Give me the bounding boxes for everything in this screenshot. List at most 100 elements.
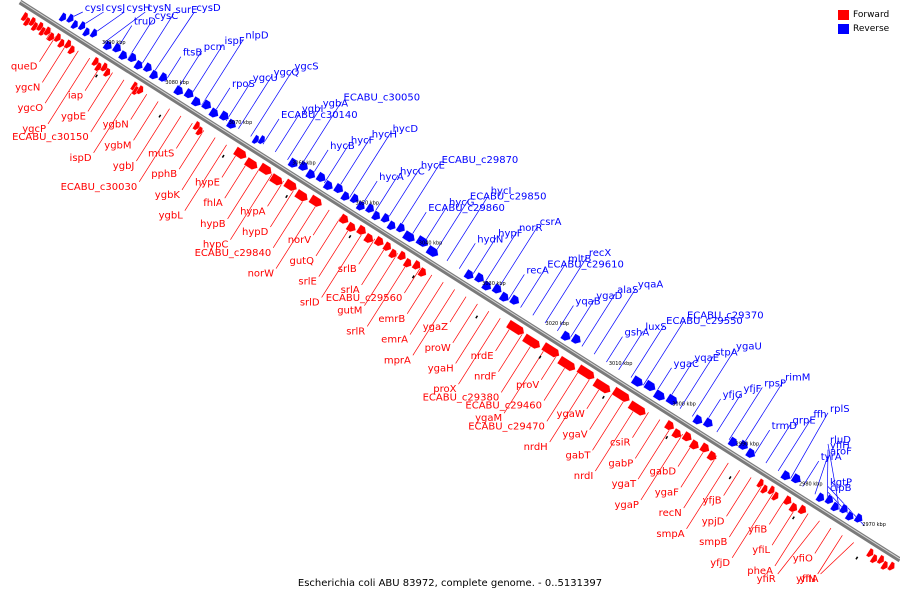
forward-gene-label: gabP (608, 458, 633, 469)
forward-gene-label: ygbE (61, 111, 86, 122)
forward-gene-arrow-47 (611, 386, 631, 403)
reverse-gene-label: cysJ (106, 3, 126, 14)
forward-gene-label: ygbN (103, 120, 129, 131)
reverse-gene-arrow-61 (829, 501, 840, 512)
reverse-gene-arrow-31 (355, 200, 366, 211)
reverse-gene-label: yqaE (694, 353, 719, 364)
reverse-gene-leader (765, 424, 791, 464)
reverse-gene-leader (581, 293, 616, 347)
forward-gene-leader (726, 477, 752, 517)
reverse-gene-label: hycB (330, 141, 355, 152)
reverse-gene-label: ECABU_c29610 (547, 260, 624, 271)
reverse-gene-arrow-28 (332, 182, 344, 194)
forward-gene-leader (361, 245, 387, 286)
reverse-gene-leader (238, 76, 272, 129)
reverse-gene-leader (679, 356, 714, 409)
forward-gene-leader (503, 347, 547, 414)
forward-gene-arrow-27 (282, 178, 298, 192)
reverse-gene-arrow-26 (315, 171, 326, 183)
reverse-gene-label: ECABU_c30140 (281, 110, 358, 121)
reverse-gene-arrow-27 (322, 179, 334, 191)
forward-gene-label: gabT (566, 450, 592, 461)
reverse-gene-arrow-7 (111, 42, 122, 53)
forward-gene-label: proV (516, 380, 539, 391)
forward-gene-label: nrdI (574, 471, 594, 482)
forward-gene-arrow-49 (663, 419, 675, 431)
forward-gene-arrow-57 (766, 485, 775, 495)
forward-gene-label: ECABU_c30150 (12, 132, 89, 143)
reverse-gene-arrow-57 (779, 469, 791, 481)
forward-gene-arrow-36 (387, 248, 398, 259)
reverse-gene-leader (716, 392, 742, 433)
forward-gene-label: ygbL (159, 211, 184, 222)
forward-gene-leader (364, 253, 398, 306)
reverse-gene-leader (630, 325, 665, 378)
forward-gene-leader (230, 173, 273, 240)
forward-gene-arrow-42 (521, 333, 541, 350)
reverse-gene-leader (274, 112, 301, 153)
forward-gene-leader (93, 86, 136, 154)
forward-gene-arrow-41 (505, 319, 525, 336)
reverse-gene-label: cysD (196, 3, 221, 14)
reverse-gene-arrow-9 (126, 52, 137, 63)
axis-tick-label: 2980 kbp (799, 482, 823, 488)
forward-gene-leader (227, 166, 262, 220)
reverse-gene-leader (826, 449, 829, 503)
reverse-gene-arrow-53 (702, 416, 714, 428)
forward-gene-arrow-12 (63, 38, 72, 49)
reverse-gene-leader (458, 243, 476, 269)
reverse-gene-arrow-38 (415, 234, 429, 248)
reverse-gene-label: hycA (379, 172, 404, 183)
forward-gene-leader (90, 79, 125, 133)
axis-tick-label: 3070 kbp (229, 120, 253, 126)
reverse-gene-leader (250, 70, 293, 137)
reverse-gene-leader (397, 163, 440, 230)
reverse-gene-label: tyrA (821, 452, 842, 463)
reverse-gene-label: ygaD (596, 291, 622, 302)
reverse-gene-leader (520, 268, 546, 308)
forward-gene-leader (176, 122, 193, 149)
reverse-gene-leader (753, 429, 770, 456)
reverse-gene-arrow-1 (65, 13, 74, 24)
forward-gene-label: gabD (650, 467, 677, 478)
reverse-gene-arrow-64 (853, 512, 863, 524)
forward-gene-label: ygaV (562, 430, 587, 441)
forward-gene-arrow-60 (788, 502, 798, 513)
forward-gene-label: ygaH (428, 363, 454, 374)
reverse-gene-arrow-18 (207, 106, 219, 118)
forward-gene-leader (640, 433, 683, 501)
forward-gene-leader (729, 484, 763, 538)
forward-gene-arrow-48 (627, 400, 647, 417)
forward-gene-label: ygcP (22, 124, 46, 135)
forward-gene-arrow-56 (759, 484, 768, 494)
forward-gene-leader (498, 332, 524, 372)
reverse-gene-leader (152, 11, 195, 75)
reverse-gene-leader (139, 13, 174, 67)
reverse-gene-leader (409, 212, 427, 238)
forward-gene-leader (768, 498, 786, 525)
axis-tick-mark (348, 234, 352, 239)
forward-gene-arrow-65 (879, 560, 889, 571)
forward-gene-label: yfiL (752, 545, 770, 556)
axis-tick-mark (538, 355, 542, 359)
reverse-gene-arrow-16 (190, 95, 202, 107)
forward-gene-leader (637, 426, 672, 480)
forward-gene-label: nrdF (474, 372, 497, 383)
forward-gene-label: gutM (337, 306, 362, 317)
forward-gene-arrow-34 (373, 235, 385, 247)
reverse-gene-label: ygbA (323, 98, 349, 109)
forward-gene-leader (39, 36, 56, 62)
forward-gene-leader (270, 188, 296, 228)
forward-gene-leader (589, 390, 615, 430)
reverse-gene-label: ECABU_c29870 (442, 155, 519, 166)
reverse-gene-arrow-13 (157, 71, 168, 83)
reverse-gene-label: recA (526, 265, 549, 276)
axis-tick-label: 3060 kbp (292, 160, 316, 166)
legend-forward: Forward (838, 8, 889, 22)
reverse-gene-leader (213, 87, 231, 114)
forward-gene-leader (47, 57, 91, 125)
forward-gene-label: srlD (300, 297, 320, 308)
reverse-gene-arrow-44 (498, 291, 510, 303)
forward-gene-label: ygaT (612, 479, 637, 490)
